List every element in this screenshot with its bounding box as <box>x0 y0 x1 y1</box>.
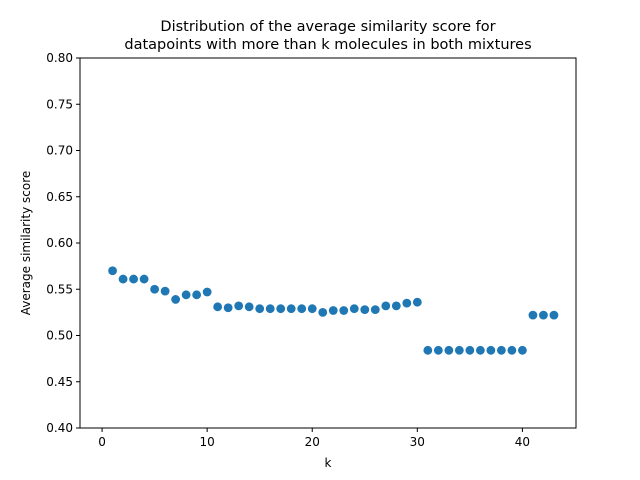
data-point <box>318 307 328 317</box>
y-tick-label: 0.75 <box>46 97 73 111</box>
data-point <box>496 345 506 355</box>
data-point <box>402 298 412 308</box>
data-point <box>286 304 296 314</box>
data-point <box>486 345 496 355</box>
y-axis-ticks: 0.40 0.45 0.50 0.55 0.60 0.65 0.70 0.75 0.80 <box>46 51 80 435</box>
data-point <box>192 290 202 300</box>
data-point <box>276 304 286 314</box>
y-tick-label: 0.50 <box>46 329 73 343</box>
data-point <box>475 345 485 355</box>
data-point <box>360 305 370 314</box>
data-point <box>244 302 254 312</box>
data-point <box>213 302 223 312</box>
x-tick-label: 30 <box>410 435 425 449</box>
data-point <box>423 345 433 355</box>
x-tick-label: 40 <box>515 435 530 449</box>
data-point <box>370 305 380 314</box>
data-point <box>412 297 422 307</box>
x-axis-label: k <box>325 456 332 470</box>
data-point <box>339 306 349 315</box>
data-point <box>150 284 160 294</box>
data-point <box>454 345 464 355</box>
x-axis-ticks: 0 10 20 30 40 <box>98 428 530 449</box>
x-tick-label: 20 <box>305 435 320 449</box>
data-point <box>223 303 233 313</box>
plot-area-frame <box>79 57 577 429</box>
y-tick-label: 0.80 <box>46 51 73 65</box>
chart-title-line-2: datapoints with more than k molecules in… <box>124 37 531 53</box>
data-point <box>518 345 527 355</box>
data-point <box>171 295 181 304</box>
data-point <box>202 287 212 297</box>
data-point <box>528 310 538 320</box>
y-tick-label: 0.45 <box>46 375 73 389</box>
data-point <box>507 345 517 355</box>
data-point <box>234 301 244 311</box>
data-point <box>433 345 443 355</box>
x-tick-label: 0 <box>98 435 106 449</box>
data-point <box>307 304 317 314</box>
y-tick-label: 0.55 <box>46 282 73 296</box>
data-point <box>160 286 170 296</box>
data-point <box>444 345 454 355</box>
y-tick-label: 0.65 <box>46 190 73 204</box>
data-point <box>539 310 548 320</box>
data-point <box>328 306 338 315</box>
data-point <box>108 266 117 276</box>
y-axis-label: Average similarity score <box>19 171 33 316</box>
data-point <box>465 345 475 355</box>
data-point <box>391 301 401 311</box>
y-tick-label: 0.60 <box>46 236 73 250</box>
data-point <box>265 304 275 314</box>
chart-title-line-1: Distribution of the average similarity s… <box>160 19 495 35</box>
data-point <box>297 304 307 314</box>
data-point <box>349 304 359 314</box>
y-tick-label: 0.70 <box>46 144 73 158</box>
data-point <box>181 290 191 300</box>
data-point <box>549 310 559 320</box>
data-point <box>381 301 391 311</box>
data-point <box>129 274 138 284</box>
data-point <box>139 274 149 284</box>
data-point <box>118 274 128 284</box>
data-points <box>108 266 559 355</box>
x-tick-label: 10 <box>200 435 215 449</box>
data-point <box>255 304 265 314</box>
y-tick-label: 0.40 <box>46 421 73 435</box>
